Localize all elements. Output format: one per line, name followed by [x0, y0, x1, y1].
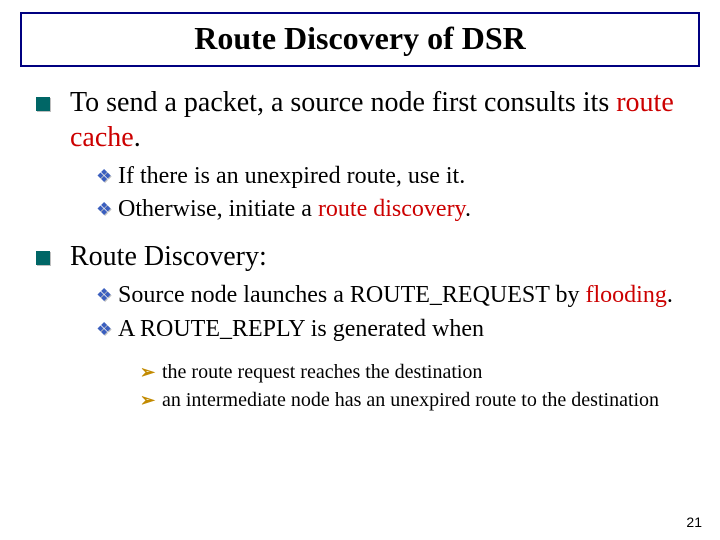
bullet-text: Otherwise, initiate a route discovery.	[118, 194, 471, 225]
list-item: ❖ Source node launches a ROUTE_REQUEST b…	[96, 280, 700, 311]
bullet-text: the route request reaches the destinatio…	[162, 359, 482, 385]
diamond-bullet-icon: ❖	[96, 161, 118, 192]
page-number: 21	[686, 514, 702, 530]
highlight-text: flooding	[585, 282, 666, 308]
text: .	[465, 196, 471, 222]
text: Otherwise, initiate a	[118, 196, 318, 222]
sub-sublist: ➢ the route request reaches the destinat…	[36, 359, 700, 413]
title-box: Route Discovery of DSR	[20, 12, 700, 67]
bullet-text: Source node launches a ROUTE_REQUEST by …	[118, 280, 673, 311]
slide: Route Discovery of DSR To send a packet,…	[0, 0, 720, 540]
text: .	[667, 282, 673, 308]
text: .	[134, 122, 141, 153]
list-item: ➢ the route request reaches the destinat…	[140, 359, 700, 385]
diamond-bullet-icon: ❖	[96, 314, 118, 345]
list-item: To send a packet, a source node first co…	[36, 85, 700, 155]
diamond-bullet-icon: ❖	[96, 280, 118, 311]
diamond-bullet-icon: ❖	[96, 194, 118, 225]
sublist: ❖ Source node launches a ROUTE_REQUEST b…	[36, 280, 700, 344]
slide-body: To send a packet, a source node first co…	[20, 85, 700, 413]
text: To send a packet, a source node first co…	[70, 87, 616, 118]
arrow-bullet-icon: ➢	[140, 387, 162, 413]
bullet-text: Route Discovery:	[70, 239, 267, 274]
text: Source node launches a ROUTE_REQUEST by	[118, 282, 585, 308]
list-item: ❖ A ROUTE_REPLY is generated when	[96, 314, 700, 345]
arrow-bullet-icon: ➢	[140, 359, 162, 385]
bullet-text: To send a packet, a source node first co…	[70, 85, 700, 155]
highlight-text: route discovery	[318, 196, 465, 222]
list-item: Route Discovery:	[36, 239, 700, 274]
bullet-text: If there is an unexpired route, use it.	[118, 161, 465, 192]
list-item: ❖ If there is an unexpired route, use it…	[96, 161, 700, 192]
sublist: ❖ If there is an unexpired route, use it…	[36, 161, 700, 225]
list-item: ❖ Otherwise, initiate a route discovery.	[96, 194, 700, 225]
slide-title: Route Discovery of DSR	[32, 20, 688, 57]
bullet-text: an intermediate node has an unexpired ro…	[162, 387, 659, 413]
square-bullet-icon	[36, 97, 50, 111]
square-bullet-icon	[36, 251, 50, 265]
bullet-text: A ROUTE_REPLY is generated when	[118, 314, 484, 345]
list-item: ➢ an intermediate node has an unexpired …	[140, 387, 700, 413]
